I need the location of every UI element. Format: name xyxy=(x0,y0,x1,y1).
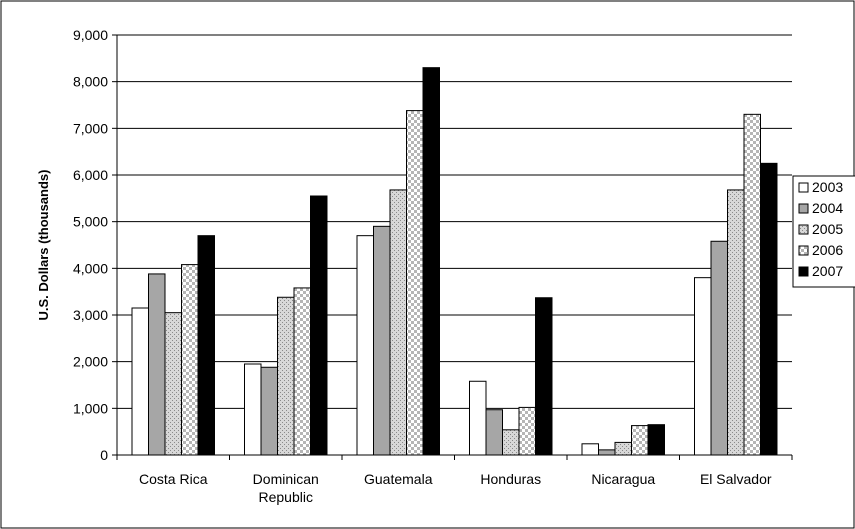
x-tick-label: Nicaragua xyxy=(591,471,655,487)
x-tick-label: El Salvador xyxy=(700,471,772,487)
legend-label-2005: 2005 xyxy=(812,221,843,237)
bar-2006 xyxy=(631,425,649,456)
y-tick-label: 8,000 xyxy=(73,74,108,90)
legend-swatch-2007 xyxy=(798,266,809,277)
bar-2006 xyxy=(181,264,199,456)
bar-2006 xyxy=(743,113,761,456)
bar-2003 xyxy=(356,235,374,456)
x-tick-label: Guatemala xyxy=(364,471,433,487)
bar-2007 xyxy=(760,162,778,456)
bar-2006 xyxy=(406,110,424,456)
legend-label-2004: 2004 xyxy=(812,200,843,216)
bar-2006 xyxy=(293,287,311,456)
gridlines xyxy=(117,34,792,409)
y-tick-label: 3,000 xyxy=(73,307,108,323)
bar-2007 xyxy=(310,195,328,456)
bar-2004 xyxy=(485,409,503,456)
bar-2006 xyxy=(518,406,536,456)
bar-2004 xyxy=(710,240,728,456)
legend-swatch-2005 xyxy=(798,224,809,235)
y-axis-label: U.S. Dollars (thousands) xyxy=(36,170,51,321)
legend-swatch-2004 xyxy=(798,203,809,214)
x-tick-label: Costa Rica xyxy=(139,471,208,487)
bar-2004 xyxy=(260,366,278,456)
y-tick-label: 2,000 xyxy=(73,354,108,370)
bar-2007 xyxy=(422,67,440,456)
bar-2004 xyxy=(148,273,166,456)
x-tick-label: Dominican xyxy=(253,471,319,487)
legend: 2003 2004 2005 2006 2007 xyxy=(792,175,855,288)
y-tick-label: 4,000 xyxy=(73,260,108,276)
legend-swatch-2006 xyxy=(798,245,809,256)
bar-2003 xyxy=(694,277,712,456)
y-tick-label: 6,000 xyxy=(73,167,108,183)
y-tick-label: 1,000 xyxy=(73,400,108,416)
bar-2005 xyxy=(277,296,295,456)
x-tick-label: Republic xyxy=(259,489,313,505)
bar-2005 xyxy=(389,189,407,456)
x-tick-labels: Costa Rica Dominican Republic Guatemala Hond… xyxy=(116,455,793,505)
bar-2003 xyxy=(131,307,149,456)
legend-label-2003: 2003 xyxy=(812,179,843,195)
bar-2007 xyxy=(535,297,553,456)
y-tick-label: 7,000 xyxy=(73,120,108,136)
legend-label-2007: 2007 xyxy=(812,263,843,279)
bar-2005 xyxy=(614,441,632,456)
bar-2003 xyxy=(469,380,487,456)
bar-2007 xyxy=(197,235,215,456)
y-tick-label: 9,000 xyxy=(73,27,108,43)
bar-2007 xyxy=(647,424,665,456)
y-tick-labels: 0 1,000 2,000 3,000 4,000 5,000 6,000 7,000 8,00… xyxy=(73,27,117,463)
bar-2005 xyxy=(727,189,745,456)
x-tick-label: Honduras xyxy=(480,471,541,487)
bar-2004 xyxy=(373,225,391,456)
bar-2003 xyxy=(244,363,262,456)
legend-label-2006: 2006 xyxy=(812,242,843,258)
bar-2005 xyxy=(164,312,182,456)
y-tick-label: 5,000 xyxy=(73,214,108,230)
bar-2005 xyxy=(502,429,520,456)
bars xyxy=(131,67,778,456)
bar-2003 xyxy=(581,443,599,456)
legend-swatch-2003 xyxy=(798,182,809,193)
y-tick-label: 0 xyxy=(100,447,108,463)
bar-2004 xyxy=(598,449,616,456)
